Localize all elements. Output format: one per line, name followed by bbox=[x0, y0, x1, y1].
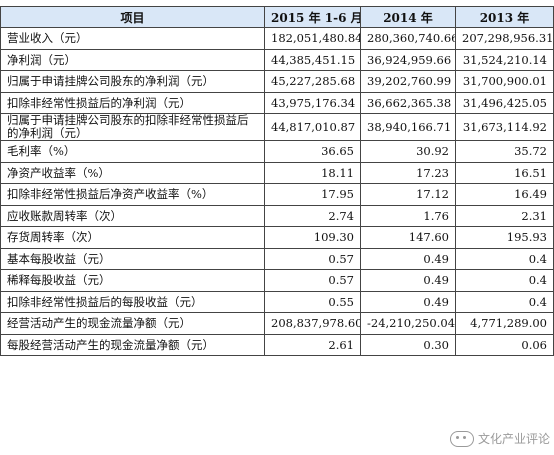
table-row: 净利润（元） 44,385,451.15 36,924,959.66 31,52… bbox=[0, 48, 554, 71]
table-row: 营业收入（元） 182,051,480.84 280,360,740.66 20… bbox=[0, 27, 554, 50]
table-header: 项目 2015 年 1-6 月 2014 年 2013 年 bbox=[0, 6, 554, 28]
cell-2015h1: 45,227,285.68 bbox=[264, 70, 361, 93]
cell-2014: 0.30 bbox=[360, 333, 456, 356]
table-body: 营业收入（元） 182,051,480.84 280,360,740.66 20… bbox=[0, 27, 554, 356]
row-label: 净资产收益率（%） bbox=[0, 161, 265, 184]
cell-2013: 0.4 bbox=[455, 290, 554, 313]
cell-2013: 31,496,425.05 bbox=[455, 91, 554, 114]
row-label: 扣除非经常性损益后净资产收益率（%） bbox=[0, 183, 265, 206]
cell-2015h1: 2.74 bbox=[264, 204, 361, 227]
table-row: 扣除非经常性损益后净资产收益率（%） 17.95 17.12 16.49 bbox=[0, 183, 554, 206]
table-row: 经营活动产生的现金流量净额（元） 208,837,978.60 -24,210,… bbox=[0, 312, 554, 335]
row-label: 存货周转率（次） bbox=[0, 226, 265, 249]
cell-2015h1: 0.55 bbox=[264, 290, 361, 313]
row-label: 毛利率（%） bbox=[0, 140, 265, 163]
cell-2015h1: 17.95 bbox=[264, 183, 361, 206]
cell-2013: 16.49 bbox=[455, 183, 554, 206]
cell-2014: 30.92 bbox=[360, 140, 456, 163]
cell-2013: 16.51 bbox=[455, 161, 554, 184]
table-row: 存货周转率（次） 109.30 147.60 195.93 bbox=[0, 226, 554, 249]
watermark-text: 文化产业评论 bbox=[477, 432, 550, 446]
table-row: 净资产收益率（%） 18.11 17.23 16.51 bbox=[0, 161, 554, 184]
table-row: 归属于申请挂牌公司股东的扣除非经常性损益后的净利润（元） 44,817,010.… bbox=[0, 113, 554, 141]
row-label: 归属于申请挂牌公司股东的扣除非经常性损益后的净利润（元） bbox=[0, 113, 265, 141]
cell-2015h1: 44,385,451.15 bbox=[264, 48, 361, 71]
cell-2015h1: 2.61 bbox=[264, 333, 361, 356]
cell-2013: 0.06 bbox=[455, 333, 554, 356]
cell-2014: 36,662,365.38 bbox=[360, 91, 456, 114]
row-label: 经营活动产生的现金流量净额（元） bbox=[0, 312, 265, 335]
cell-2014: 36,924,959.66 bbox=[360, 48, 456, 71]
row-label: 扣除非经常性损益后的每股收益（元） bbox=[0, 290, 265, 313]
cell-2015h1: 109.30 bbox=[264, 226, 361, 249]
row-label: 扣除非经常性损益后的净利润（元） bbox=[0, 91, 265, 114]
row-label: 净利润（元） bbox=[0, 48, 265, 71]
cell-2014: 147.60 bbox=[360, 226, 456, 249]
cell-2014: -24,210,250.04 bbox=[360, 312, 456, 335]
cell-2015h1: 44,817,010.87 bbox=[264, 113, 361, 141]
table-row: 稀释每股收益（元） 0.57 0.49 0.4 bbox=[0, 269, 554, 292]
cell-2014: 0.49 bbox=[360, 247, 456, 270]
cell-2014: 280,360,740.66 bbox=[360, 27, 456, 50]
cell-2013: 207,298,956.31 bbox=[455, 27, 554, 50]
cell-2015h1: 208,837,978.60 bbox=[264, 312, 361, 335]
cell-2014: 39,202,760.99 bbox=[360, 70, 456, 93]
cell-2015h1: 182,051,480.84 bbox=[264, 27, 361, 50]
row-label: 基本每股收益（元） bbox=[0, 247, 265, 270]
table-row: 应收账款周转率（次） 2.74 1.76 2.31 bbox=[0, 204, 554, 227]
cell-2013: 0.4 bbox=[455, 269, 554, 292]
cell-2013: 0.4 bbox=[455, 247, 554, 270]
cell-2015h1: 0.57 bbox=[264, 269, 361, 292]
cell-2013: 195.93 bbox=[455, 226, 554, 249]
financial-indicators-table: 项目 2015 年 1-6 月 2014 年 2013 年 营业收入（元） 18… bbox=[0, 6, 554, 356]
cell-2014: 38,940,166.71 bbox=[360, 113, 456, 141]
table-row: 毛利率（%） 36.65 30.92 35.72 bbox=[0, 140, 554, 163]
cell-2013: 4,771,289.00 bbox=[455, 312, 554, 335]
table-row: 每股经营活动产生的现金流量净额（元） 2.61 0.30 0.06 bbox=[0, 333, 554, 356]
row-label: 营业收入（元） bbox=[0, 27, 265, 50]
row-label: 应收账款周转率（次） bbox=[0, 204, 265, 227]
cell-2014: 1.76 bbox=[360, 204, 456, 227]
header-item: 项目 bbox=[0, 6, 265, 28]
watermark: 文化产业评论 bbox=[449, 430, 550, 447]
cell-2015h1: 18.11 bbox=[264, 161, 361, 184]
cell-2014: 0.49 bbox=[360, 269, 456, 292]
cell-2014: 17.23 bbox=[360, 161, 456, 184]
cell-2013: 31,524,210.14 bbox=[455, 48, 554, 71]
header-2015h1: 2015 年 1-6 月 bbox=[264, 6, 361, 28]
cell-2015h1: 0.57 bbox=[264, 247, 361, 270]
header-2013: 2013 年 bbox=[455, 6, 554, 28]
row-label: 每股经营活动产生的现金流量净额（元） bbox=[0, 333, 265, 356]
cell-2014: 0.49 bbox=[360, 290, 456, 313]
row-label: 稀释每股收益（元） bbox=[0, 269, 265, 292]
header-row: 项目 2015 年 1-6 月 2014 年 2013 年 bbox=[0, 6, 554, 28]
cell-2013: 31,673,114.92 bbox=[455, 113, 554, 141]
table-row: 扣除非经常性损益后的净利润（元） 43,975,176.34 36,662,36… bbox=[0, 91, 554, 114]
cell-2013: 2.31 bbox=[455, 204, 554, 227]
cell-2015h1: 36.65 bbox=[264, 140, 361, 163]
cell-2015h1: 43,975,176.34 bbox=[264, 91, 361, 114]
header-2014: 2014 年 bbox=[360, 6, 456, 28]
cell-2014: 17.12 bbox=[360, 183, 456, 206]
wechat-icon bbox=[449, 430, 474, 447]
row-label: 归属于申请挂牌公司股东的净利润（元） bbox=[0, 70, 265, 93]
table-row: 归属于申请挂牌公司股东的净利润（元） 45,227,285.68 39,202,… bbox=[0, 70, 554, 93]
cell-2013: 31,700,900.01 bbox=[455, 70, 554, 93]
table-row: 基本每股收益（元） 0.57 0.49 0.4 bbox=[0, 247, 554, 270]
cell-2013: 35.72 bbox=[455, 140, 554, 163]
table-row: 扣除非经常性损益后的每股收益（元） 0.55 0.49 0.4 bbox=[0, 290, 554, 313]
